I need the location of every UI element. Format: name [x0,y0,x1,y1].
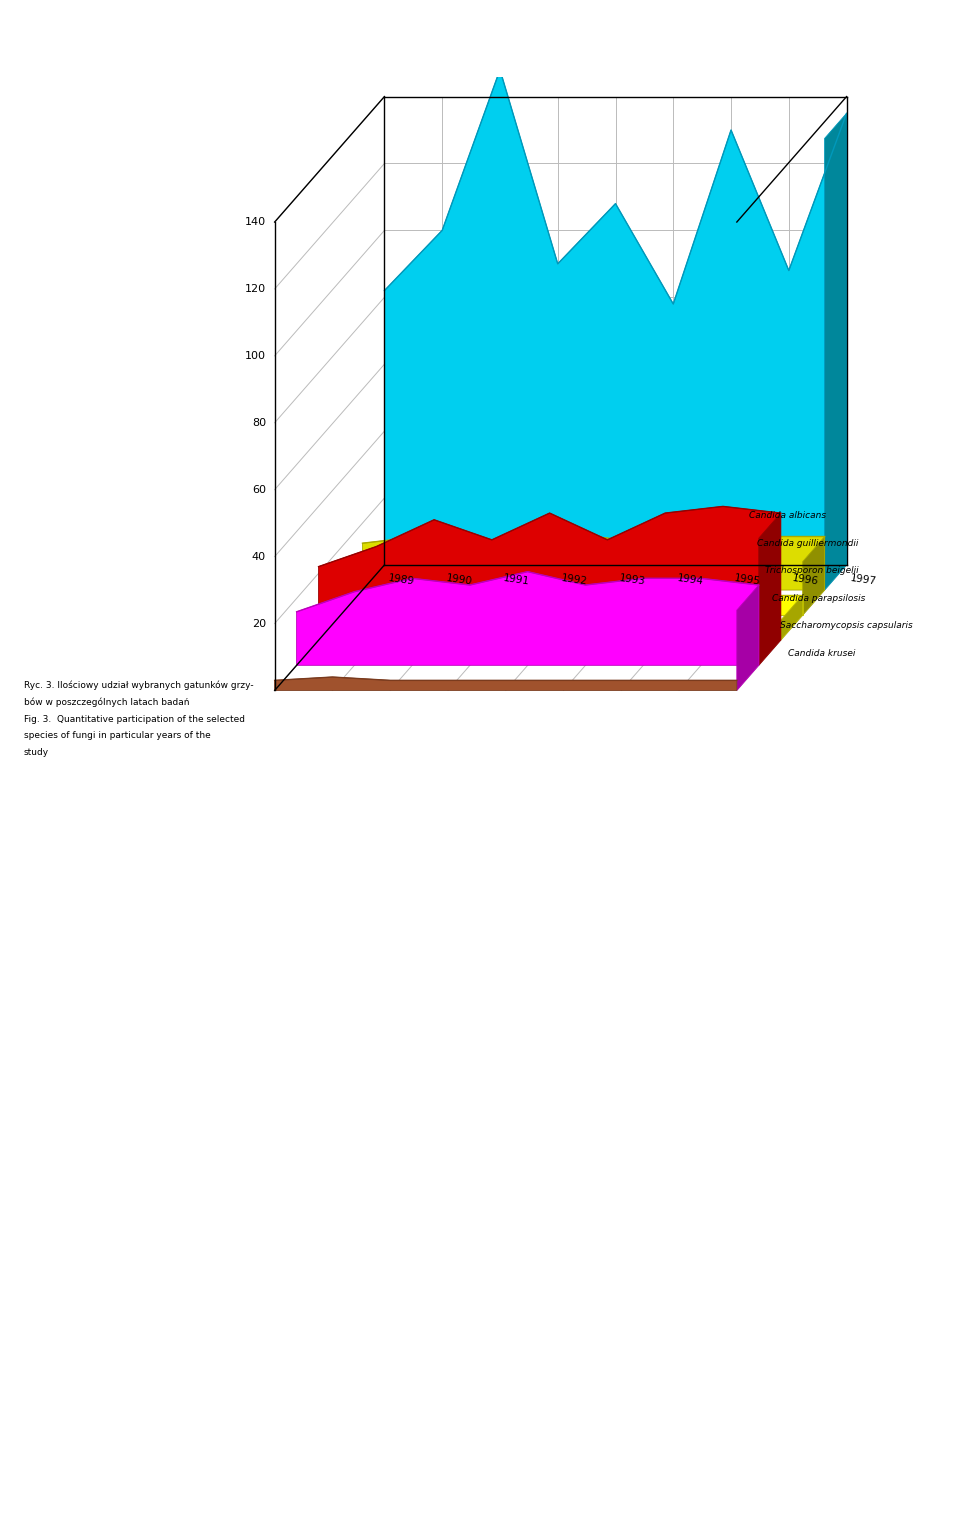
Text: Candida albicans: Candida albicans [749,511,827,520]
Polygon shape [825,113,847,591]
Text: 1995: 1995 [734,574,761,588]
Text: study: study [24,748,49,757]
Text: 40: 40 [252,552,266,562]
Text: 1997: 1997 [850,574,877,588]
Text: 1991: 1991 [503,574,531,588]
Text: 1994: 1994 [676,574,704,588]
Text: Trichosporon beigelii: Trichosporon beigelii [764,566,858,575]
Text: 1996: 1996 [792,574,819,588]
Text: bów w poszczególnych latach badań: bów w poszczególnych latach badań [24,698,189,707]
Text: Saccharomycopsis capsularis: Saccharomycopsis capsularis [780,621,913,630]
Polygon shape [275,678,737,690]
Text: 100: 100 [245,350,266,361]
Text: 60: 60 [252,485,266,494]
Text: 1989: 1989 [387,574,415,588]
Text: 140: 140 [245,217,266,226]
Text: 1990: 1990 [445,574,472,588]
Text: Ryc. 3. Ilościowy udział wybranych gatunków grzy-: Ryc. 3. Ilościowy udział wybranych gatun… [24,681,253,690]
Text: 120: 120 [245,285,266,294]
Polygon shape [780,595,803,640]
Polygon shape [363,537,825,591]
Text: 20: 20 [252,618,266,629]
Text: 1993: 1993 [618,574,646,588]
Polygon shape [758,513,780,666]
Text: 1992: 1992 [561,574,588,588]
Text: Fig. 3.  Quantitative participation of the selected: Fig. 3. Quantitative participation of th… [24,715,245,724]
Polygon shape [297,572,758,666]
Polygon shape [319,506,780,640]
Text: species of fungi in particular years of the: species of fungi in particular years of … [24,731,211,741]
Text: Candida guilliermondii: Candida guilliermondii [756,539,858,548]
Polygon shape [341,595,803,615]
Text: Candida krusei: Candida krusei [787,649,855,658]
Polygon shape [737,584,758,690]
Text: Candida parapsilosis: Candida parapsilosis [772,594,866,603]
Polygon shape [803,537,825,615]
Polygon shape [384,70,847,565]
Text: 80: 80 [252,418,266,428]
